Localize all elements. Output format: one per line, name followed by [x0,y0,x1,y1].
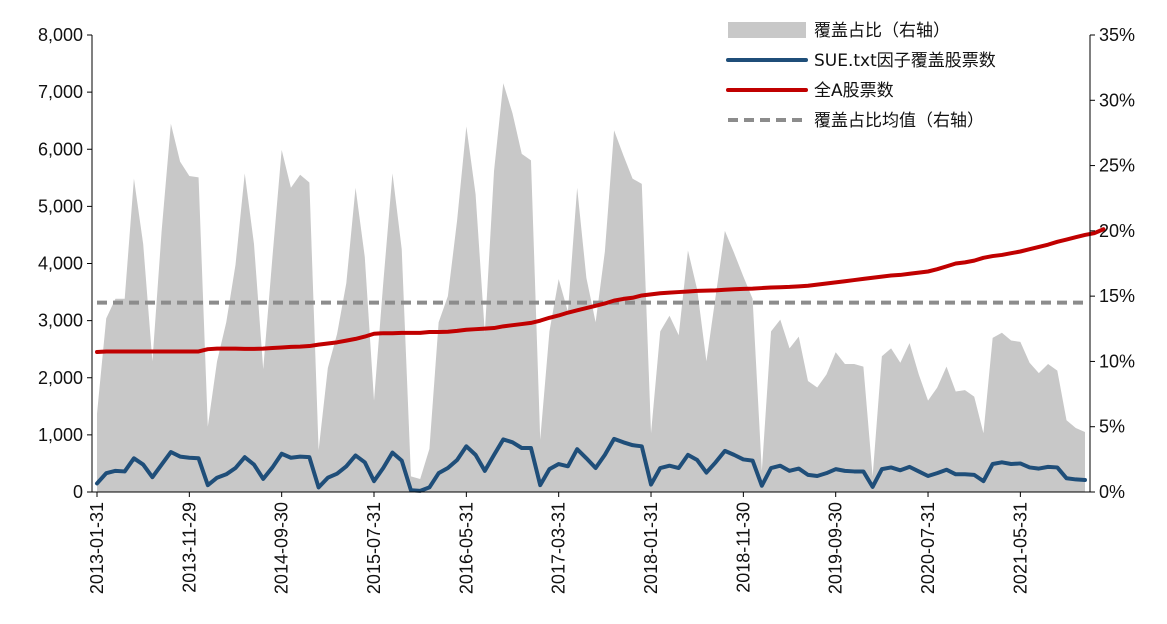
right-y-axis: 0% 5% 10% 15% 20% 25% 30% 35% [1090,25,1135,502]
line-series-layer [95,227,1106,493]
left-tick-label: 4,000 [38,254,83,274]
right-tick-label: 20% [1099,221,1135,241]
x-tick-label: 2019-09-30 [826,502,846,594]
x-tick-label: 2021-05-31 [1010,502,1030,594]
legend-label: 全A股票数 [814,81,894,101]
legend-item: 全A股票数 [726,81,894,101]
x-tick-label: 2013-11-29 [179,502,199,593]
coverage-ratio-area [97,83,1085,492]
right-tick-label: 0% [1099,482,1125,502]
x-tick-label: 2020-07-31 [918,502,938,594]
right-tick-label: 10% [1099,351,1135,371]
left-tick-label: 2,000 [38,368,83,388]
right-tick-label: 30% [1099,90,1135,110]
left-y-axis: 0 1,000 2,000 3,000 4,000 5,000 6,000 7,000 8,00… [38,25,92,502]
x-tick-label: 2017-03-31 [549,502,569,594]
legend-item: 覆盖占比均值（右轴） [728,111,984,131]
x-tick-label: 2014-09-30 [272,502,292,594]
legend-swatch-area [728,22,806,38]
x-tick-label: 2013-01-31 [87,502,107,594]
right-tick-label: 25% [1099,156,1135,176]
right-tick-label: 15% [1099,286,1135,306]
x-axis: 2013-01-31 2013-11-29 2014-09-30 2015-07-31… [87,492,1030,594]
x-tick-label: 2016-05-31 [456,502,476,594]
legend-label: 覆盖占比均值（右轴） [814,111,984,131]
x-tick-label: 2018-01-31 [641,502,661,594]
left-tick-label: 0 [73,482,83,502]
legend-item: SUE.txt因子覆盖股票数 [726,51,996,71]
all-a-share-count-line [95,227,1106,355]
left-tick-label: 8,000 [38,25,83,45]
right-tick-label: 5% [1099,417,1125,437]
left-tick-label: 7,000 [38,82,83,102]
legend-item: 覆盖占比（右轴） [728,21,950,41]
x-tick-label: 2015-07-31 [364,502,384,594]
legend-label: 覆盖占比（右轴） [814,21,950,41]
right-tick-label: 35% [1099,25,1135,45]
coverage-ratio-area-layer [97,83,1085,492]
left-tick-label: 5,000 [38,196,83,216]
legend-label: SUE.txt因子覆盖股票数 [814,51,996,71]
left-tick-label: 6,000 [38,139,83,159]
x-tick-label: 2018-11-30 [733,502,753,593]
left-tick-label: 3,000 [38,311,83,331]
left-tick-label: 1,000 [38,425,83,445]
sue-coverage-count-line [95,436,1087,493]
